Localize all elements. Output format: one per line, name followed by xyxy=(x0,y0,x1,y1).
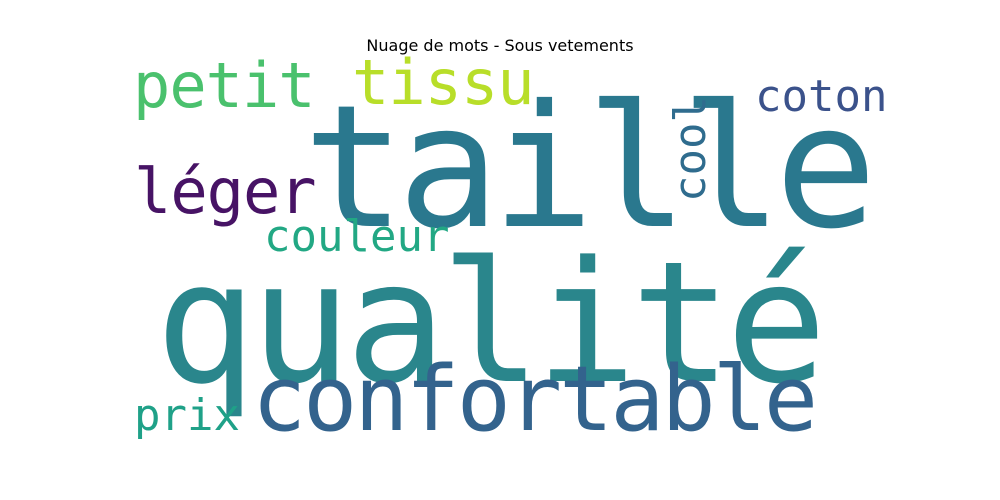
word-cool: cool xyxy=(665,96,716,202)
word-taille: taille xyxy=(303,69,869,267)
word-leger: léger xyxy=(134,155,316,228)
word-tissu: tissu xyxy=(352,46,534,119)
word-prix: prix xyxy=(134,390,240,441)
word-petit: petit xyxy=(133,49,315,122)
word-couleur: couleur xyxy=(264,211,449,262)
word-coton: coton xyxy=(755,71,887,122)
chart-title: Nuage de mots - Sous vetements xyxy=(366,36,634,55)
word-qualite: qualité xyxy=(155,225,821,421)
word-confortable: confortable xyxy=(252,347,815,452)
